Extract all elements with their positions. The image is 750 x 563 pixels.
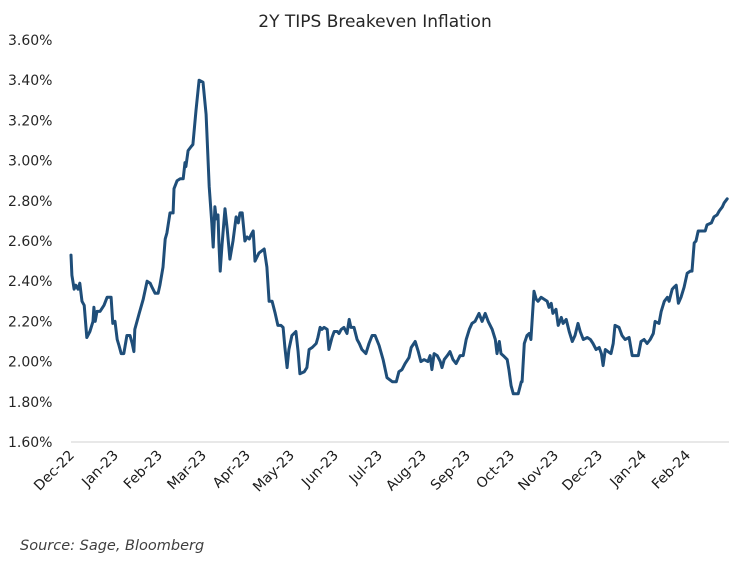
x-tick-label: Dec-23 <box>559 448 606 495</box>
y-tick-label: 3.40% <box>8 73 52 89</box>
y-tick-label: 3.60% <box>8 33 52 49</box>
x-tick-label: Feb-24 <box>649 447 694 492</box>
x-tick-label: Nov-23 <box>515 448 562 495</box>
x-tick-label: Sep-23 <box>428 448 474 494</box>
x-tick-label: Jun-23 <box>298 448 342 492</box>
x-tick-label: Apr-23 <box>210 448 254 492</box>
x-tick-label: Feb-23 <box>121 448 166 493</box>
x-tick-label: Jan-24 <box>607 447 651 491</box>
y-tick-label: 2.40% <box>8 274 52 290</box>
y-tick-label: 3.20% <box>8 113 52 129</box>
y-tick-label: 2.60% <box>8 234 52 250</box>
x-tick-label: Dec-22 <box>31 448 78 495</box>
series-group <box>69 78 729 396</box>
y-tick-label: 2.00% <box>8 355 52 371</box>
x-tick-label: Jul-23 <box>346 448 386 488</box>
y-tick-label: 1.80% <box>8 395 52 411</box>
x-tick-label: May-23 <box>250 448 298 496</box>
x-tick-label: Jan-23 <box>78 448 121 491</box>
x-tick-label: Aug-23 <box>383 448 430 495</box>
x-tick-label: Mar-23 <box>164 448 210 494</box>
y-tick-label: 2.20% <box>8 314 52 330</box>
source-note: Source: Sage, Bloomberg <box>20 538 205 554</box>
chart-title: 2Y TIPS Breakeven Inflation <box>258 12 491 32</box>
y-tick-label: 3.00% <box>8 154 52 170</box>
y-axis: 3.60% 3.40% 3.20% 3.00% 2.80% 2.60% 2.40% 2.20%… <box>8 33 52 451</box>
y-tick-label: 1.60% <box>8 435 52 451</box>
x-tick-label: Oct-23 <box>473 448 518 493</box>
y-tick-label: 2.80% <box>8 194 52 210</box>
series-line-0 <box>69 78 729 396</box>
